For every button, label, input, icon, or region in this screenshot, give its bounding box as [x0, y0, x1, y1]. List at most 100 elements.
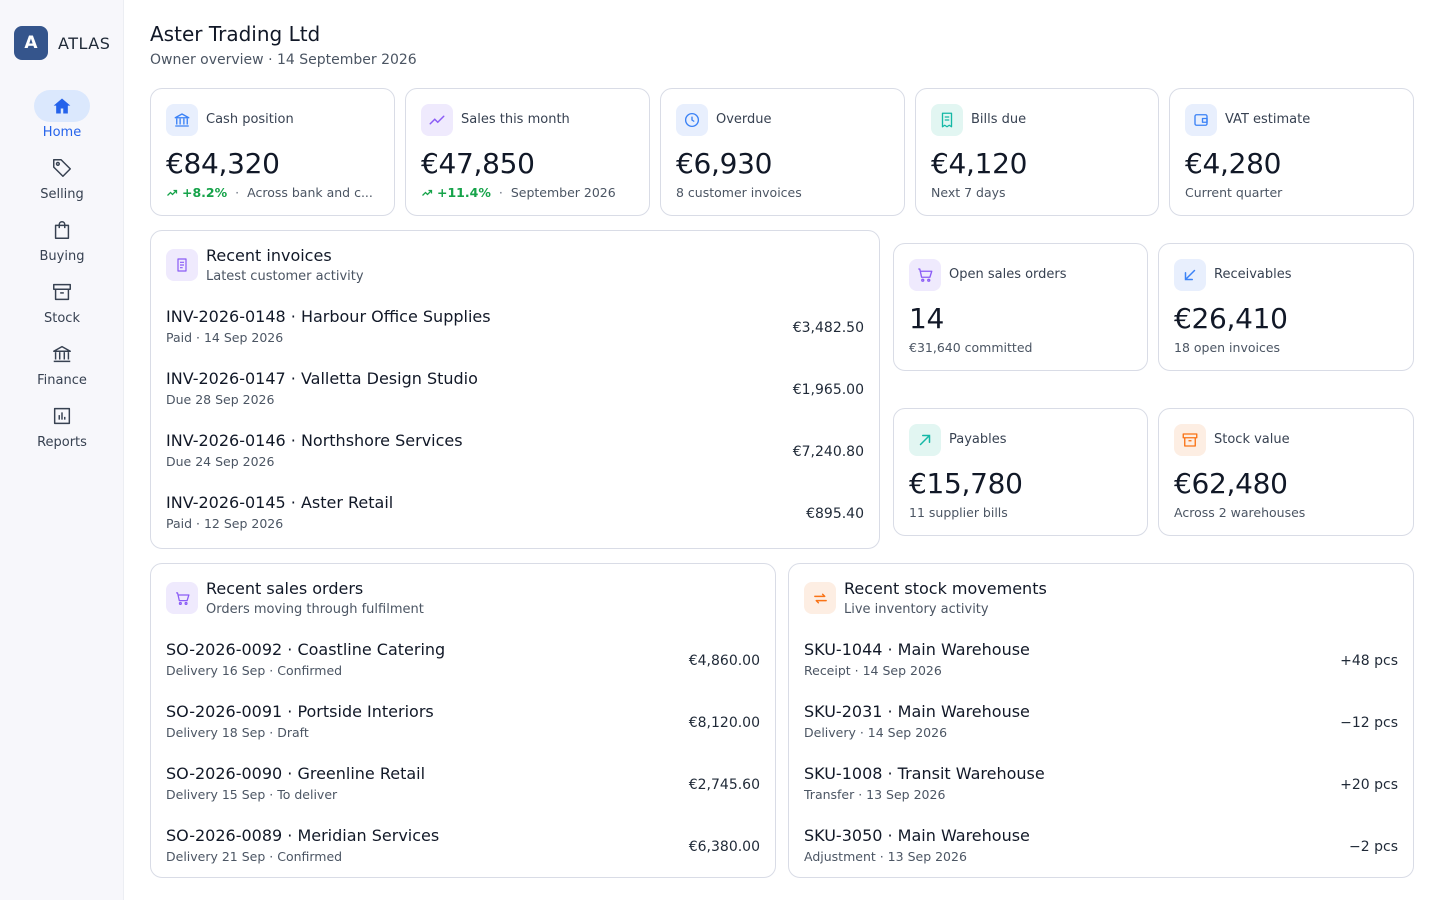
- card-receivables[interactable]: Receivables €26,410 18 open invoices: [1158, 243, 1414, 371]
- kpi-sub-text: Next 7 days: [931, 185, 1006, 200]
- main-nav: Home Selling Buying Stock Finance: [0, 90, 124, 462]
- sales-order-list: SO-2026-0092 · Coastline Catering Delive…: [166, 640, 760, 888]
- archive-box-icon: [1174, 424, 1206, 456]
- card-payables[interactable]: Payables €15,780 11 supplier bills: [893, 408, 1148, 536]
- row-subtitle: Delivery 21 Sep · Confirmed: [166, 849, 343, 864]
- kpi-card-sales-this-month[interactable]: Sales this month €47,850 +11.4% · Septem…: [405, 88, 650, 216]
- kpi-label: Cash position: [206, 112, 294, 127]
- list-item[interactable]: SO-2026-0089 · Meridian Services Deliver…: [166, 826, 760, 888]
- list-item[interactable]: INV-2026-0146 · Northshore Services Due …: [166, 431, 864, 493]
- row-subtitle: Adjustment · 13 Sep 2026: [804, 849, 967, 864]
- row-subtitle: Delivery 18 Sep · Draft: [166, 725, 309, 740]
- nav-label: Buying: [39, 249, 85, 264]
- nav-item-finance[interactable]: Finance: [0, 338, 124, 400]
- app-name: ATLAS: [58, 33, 111, 53]
- stock-movement-list: SKU-1044 · Main Warehouse Receipt · 14 S…: [804, 640, 1398, 888]
- card-label: Open sales orders: [949, 267, 1067, 282]
- list-item[interactable]: SKU-1008 · Transit Warehouse Transfer · …: [804, 764, 1398, 826]
- row-title: SKU-1008 · Transit Warehouse: [804, 764, 1045, 783]
- trend-badge: +8.2%: [166, 185, 227, 200]
- row-title: SO-2026-0092 · Coastline Catering: [166, 640, 446, 659]
- bank-icon: [34, 338, 90, 370]
- list-item[interactable]: SKU-2031 · Main Warehouse Delivery · 14 …: [804, 702, 1398, 764]
- list-item[interactable]: SO-2026-0092 · Coastline Catering Delive…: [166, 640, 760, 702]
- card-value: 14: [909, 302, 945, 335]
- nav-item-buying[interactable]: Buying: [0, 214, 124, 276]
- app-logo: A: [14, 26, 48, 60]
- kpi-sub: +8.2% · Across bank and c...: [166, 185, 386, 200]
- card-sub: Across 2 warehouses: [1174, 505, 1306, 520]
- card-sub: €31,640 committed: [909, 340, 1033, 355]
- row-amount: €1,965.00: [792, 382, 864, 398]
- kpi-label: Sales this month: [461, 112, 570, 127]
- row-title: SKU-2031 · Main Warehouse: [804, 702, 1030, 721]
- home-icon: [34, 90, 90, 122]
- kpi-card-overdue[interactable]: Overdue €6,930 8 customer invoices: [660, 88, 905, 216]
- section-subtitle: Latest customer activity: [206, 269, 364, 284]
- row-subtitle: Delivery 16 Sep · Confirmed: [166, 663, 343, 678]
- section-title: Recent sales orders: [206, 579, 364, 598]
- page-header: Aster Trading Ltd Owner overview · 14 Se…: [150, 22, 417, 68]
- list-item[interactable]: SO-2026-0090 · Greenline Retail Delivery…: [166, 764, 760, 826]
- kpi-card-cash-position[interactable]: Cash position €84,320 +8.2% · Across ban…: [150, 88, 395, 216]
- row-title: SO-2026-0090 · Greenline Retail: [166, 764, 426, 783]
- trend-value: +11.4%: [437, 185, 491, 200]
- row-amount: €895.40: [806, 506, 864, 522]
- list-item[interactable]: INV-2026-0147 · Valletta Design Studio D…: [166, 369, 864, 431]
- list-item[interactable]: INV-2026-0148 · Harbour Office Supplies …: [166, 307, 864, 369]
- sidebar: A ATLAS Home Selling Buying Stock: [0, 0, 124, 900]
- card-value: €62,480: [1174, 467, 1288, 500]
- nav-item-stock[interactable]: Stock: [0, 276, 124, 338]
- arrow-down-left-icon: [1174, 259, 1206, 291]
- cart-icon: [166, 582, 198, 614]
- nav-label: Reports: [37, 435, 87, 450]
- card-label: Payables: [949, 432, 1007, 447]
- card-open-sales-orders[interactable]: Open sales orders 14 €31,640 committed: [893, 243, 1148, 371]
- kpi-card-bills-due[interactable]: Bills due €4,120 Next 7 days: [915, 88, 1159, 216]
- nav-label: Selling: [40, 187, 84, 202]
- row-subtitle: Delivery 15 Sep · To deliver: [166, 787, 338, 802]
- kpi-sub: +11.4% · September 2026: [421, 185, 641, 200]
- row-subtitle: Transfer · 13 Sep 2026: [804, 787, 946, 802]
- recent-invoices-panel: Recent invoices Latest customer activity…: [150, 230, 880, 549]
- card-label: Stock value: [1214, 432, 1290, 447]
- page-subtitle: Owner overview · 14 September 2026: [150, 52, 417, 68]
- card-value: €26,410: [1174, 302, 1288, 335]
- nav-item-selling[interactable]: Selling: [0, 152, 124, 214]
- kpi-sub-text: Across bank and c...: [247, 185, 373, 200]
- kpi-value: €6,930: [676, 147, 773, 180]
- row-title: SO-2026-0091 · Portside Interiors: [166, 702, 434, 721]
- row-subtitle: Paid · 12 Sep 2026: [166, 516, 284, 531]
- kpi-card-vat-estimate[interactable]: VAT estimate €4,280 Current quarter: [1169, 88, 1414, 216]
- row-subtitle: Paid · 14 Sep 2026: [166, 330, 284, 345]
- nav-item-reports[interactable]: Reports: [0, 400, 124, 462]
- row-title: INV-2026-0145 · Aster Retail: [166, 493, 394, 512]
- row-amount: −2 pcs: [1349, 839, 1398, 855]
- list-item[interactable]: SO-2026-0091 · Portside Interiors Delive…: [166, 702, 760, 764]
- recent-stock-movements-panel: Recent stock movements Live inventory ac…: [788, 563, 1414, 878]
- row-amount: +48 pcs: [1340, 653, 1398, 669]
- kpi-value: €4,280: [1185, 147, 1282, 180]
- section-subtitle: Orders moving through fulfilment: [206, 602, 424, 617]
- row-subtitle: Receipt · 14 Sep 2026: [804, 663, 942, 678]
- list-item[interactable]: INV-2026-0145 · Aster Retail Paid · 12 S…: [166, 493, 864, 555]
- brand[interactable]: A ATLAS: [14, 26, 110, 60]
- list-item[interactable]: SKU-1044 · Main Warehouse Receipt · 14 S…: [804, 640, 1398, 702]
- swap-arrows-icon: [804, 582, 836, 614]
- shopping-bag-icon: [34, 214, 90, 246]
- kpi-value: €4,120: [931, 147, 1028, 180]
- card-stock-value[interactable]: Stock value €62,480 Across 2 warehouses: [1158, 408, 1414, 536]
- nav-label: Home: [42, 125, 82, 140]
- row-subtitle: Delivery · 14 Sep 2026: [804, 725, 948, 740]
- section-title: Recent stock movements: [844, 579, 1047, 598]
- row-amount: €8,120.00: [688, 715, 760, 731]
- invoice-list: INV-2026-0148 · Harbour Office Supplies …: [166, 307, 864, 555]
- row-subtitle: Due 28 Sep 2026: [166, 392, 275, 407]
- nav-item-home[interactable]: Home: [0, 90, 124, 152]
- list-item[interactable]: SKU-3050 · Main Warehouse Adjustment · 1…: [804, 826, 1398, 888]
- row-amount: €7,240.80: [792, 444, 864, 460]
- row-subtitle: Due 24 Sep 2026: [166, 454, 275, 469]
- row-amount: €2,745.60: [688, 777, 760, 793]
- kpi-label: Bills due: [971, 112, 1027, 127]
- row-amount: €3,482.50: [792, 320, 864, 336]
